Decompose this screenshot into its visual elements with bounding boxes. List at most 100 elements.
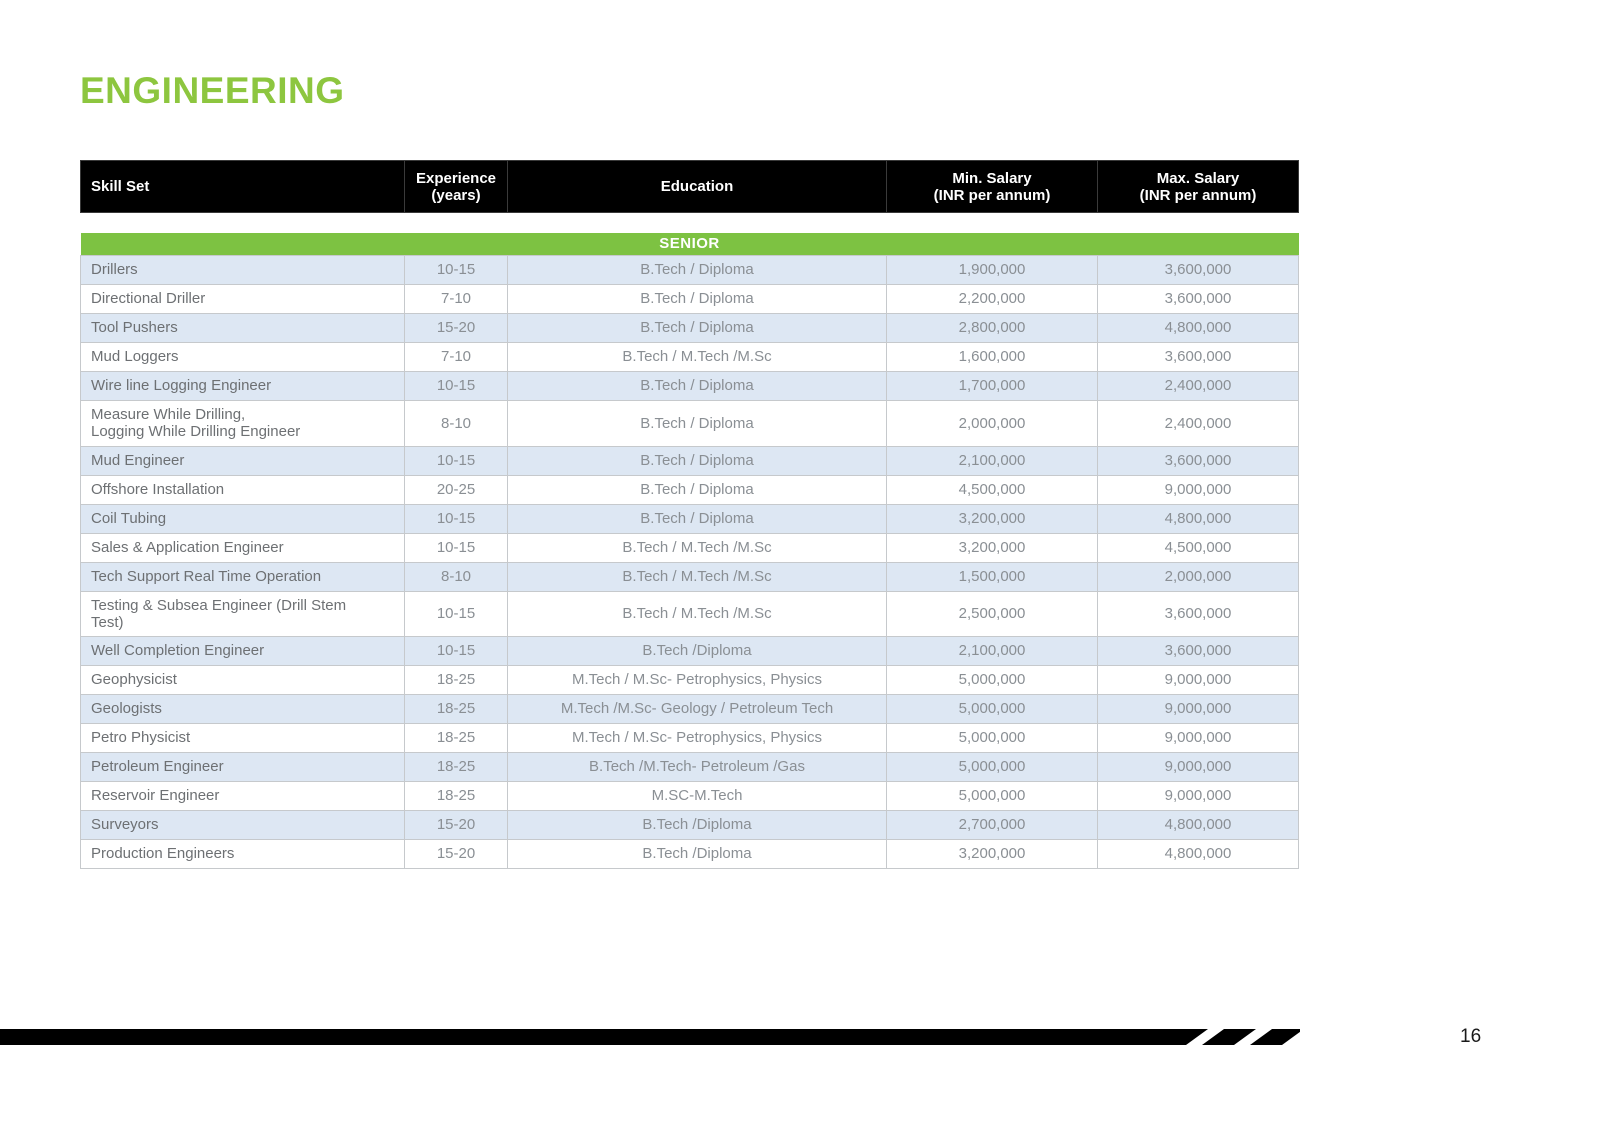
min-salary-cell: 5,000,000 xyxy=(886,665,1098,695)
min-salary-cell: 3,200,000 xyxy=(886,503,1098,534)
experience-cell: 8-10 xyxy=(404,400,508,447)
table-row: Wire line Logging Engineer 10-15 B.Tech / … xyxy=(80,371,1299,401)
min-salary-cell: 5,000,000 xyxy=(886,752,1098,782)
skill-cell: Mud Engineer xyxy=(80,445,405,476)
table-row: Tech Support Real Time Operation 8-10 B.Te… xyxy=(80,561,1299,592)
column-header-min-salary: Min. Salary (INR per annum) xyxy=(886,160,1098,213)
table-row: Geophysicist 18-25 M.Tech / M.Sc- Petrophy… xyxy=(80,665,1299,695)
experience-cell: 10-15 xyxy=(404,532,508,563)
education-cell: B.Tech /M.Tech- Petroleum /Gas xyxy=(507,752,887,782)
table-row: Mud Loggers 7-10 B.Tech / M.Tech /M.Sc 1,60… xyxy=(80,342,1299,372)
min-salary-cell: 2,100,000 xyxy=(886,636,1098,666)
max-salary-cell: 4,800,000 xyxy=(1097,810,1299,840)
min-salary-cell: 2,200,000 xyxy=(886,284,1098,314)
table-row: Petroleum Engineer 18-25 B.Tech /M.Tech- P… xyxy=(80,752,1299,782)
max-salary-cell: 3,600,000 xyxy=(1097,590,1299,637)
education-cell: B.Tech / M.Tech /M.Sc xyxy=(507,342,887,372)
max-salary-cell: 9,000,000 xyxy=(1097,474,1299,505)
education-cell: B.Tech / Diploma xyxy=(507,371,887,401)
skill-cell: Coil Tubing xyxy=(80,503,405,534)
education-cell: M.SC-M.Tech xyxy=(507,781,887,811)
header-gap xyxy=(80,212,1299,233)
max-salary-cell: 4,800,000 xyxy=(1097,313,1299,343)
skill-cell: Measure While Drilling, Logging While Dr… xyxy=(80,400,405,447)
min-salary-cell: 2,700,000 xyxy=(886,810,1098,840)
experience-cell: 10-15 xyxy=(404,255,508,285)
table-row: Testing & Subsea Engineer (Drill Stem Te… xyxy=(80,590,1299,637)
skill-cell: Geologists xyxy=(80,694,405,724)
skill-cell: Reservoir Engineer xyxy=(80,781,405,811)
min-salary-cell: 2,100,000 xyxy=(886,445,1098,476)
max-salary-cell: 4,800,000 xyxy=(1097,503,1299,534)
education-cell: M.Tech /M.Sc- Geology / Petroleum Tech xyxy=(507,694,887,724)
max-salary-cell: 2,400,000 xyxy=(1097,400,1299,447)
max-salary-cell: 2,400,000 xyxy=(1097,371,1299,401)
min-salary-cell: 2,800,000 xyxy=(886,313,1098,343)
table-row: Petro Physicist 18-25 M.Tech / M.Sc- Petro… xyxy=(80,723,1299,753)
table-row: Geologists 18-25 M.Tech /M.Sc- Geology / P… xyxy=(80,694,1299,724)
min-salary-cell: 1,900,000 xyxy=(886,255,1098,285)
min-salary-cell: 5,000,000 xyxy=(886,723,1098,753)
max-salary-cell: 9,000,000 xyxy=(1097,665,1299,695)
education-cell: B.Tech / M.Tech /M.Sc xyxy=(507,561,887,592)
max-salary-cell: 9,000,000 xyxy=(1097,781,1299,811)
min-salary-cell: 3,200,000 xyxy=(886,532,1098,563)
skill-cell: Petroleum Engineer xyxy=(80,752,405,782)
skill-cell: Offshore Installation xyxy=(80,474,405,505)
max-salary-cell: 3,600,000 xyxy=(1097,636,1299,666)
education-cell: B.Tech / M.Tech /M.Sc xyxy=(507,532,887,563)
experience-cell: 15-20 xyxy=(404,839,508,869)
min-salary-cell: 3,200,000 xyxy=(886,839,1098,869)
min-salary-cell: 1,500,000 xyxy=(886,561,1098,592)
table-row: Directional Driller 7-10 B.Tech / Diploma 2… xyxy=(80,284,1299,314)
education-cell: B.Tech /Diploma xyxy=(507,636,887,666)
max-salary-cell: 3,600,000 xyxy=(1097,445,1299,476)
max-salary-cell: 3,600,000 xyxy=(1097,255,1299,285)
experience-cell: 15-20 xyxy=(404,810,508,840)
experience-cell: 18-25 xyxy=(404,665,508,695)
table-row: Well Completion Engineer 10-15 B.Tech /Dip… xyxy=(80,636,1299,666)
column-header-education: Education xyxy=(507,160,887,213)
table-row: Tool Pushers 15-20 B.Tech / Diploma 2,800,0… xyxy=(80,313,1299,343)
skill-cell: Surveyors xyxy=(80,810,405,840)
education-cell: B.Tech / Diploma xyxy=(507,400,887,447)
experience-cell: 18-25 xyxy=(404,752,508,782)
experience-cell: 7-10 xyxy=(404,342,508,372)
skill-cell: Sales & Application Engineer xyxy=(80,532,405,563)
education-cell: M.Tech / M.Sc- Petrophysics, Physics xyxy=(507,665,887,695)
max-salary-cell: 9,000,000 xyxy=(1097,694,1299,724)
section-row-senior: SENIOR xyxy=(80,232,1299,256)
skill-cell: Tool Pushers xyxy=(80,313,405,343)
education-cell: B.Tech /Diploma xyxy=(507,839,887,869)
max-salary-cell: 3,600,000 xyxy=(1097,342,1299,372)
experience-cell: 8-10 xyxy=(404,561,508,592)
skill-cell: Production Engineers xyxy=(80,839,405,869)
skill-cell: Petro Physicist xyxy=(80,723,405,753)
max-salary-cell: 3,600,000 xyxy=(1097,284,1299,314)
max-salary-cell: 4,500,000 xyxy=(1097,532,1299,563)
footer-bar-graphic xyxy=(0,1029,1300,1045)
education-cell: B.Tech /Diploma xyxy=(507,810,887,840)
salary-table: Skill Set Experience (years) Education M… xyxy=(80,160,1299,869)
skill-cell: Tech Support Real Time Operation xyxy=(80,561,405,592)
experience-cell: 18-25 xyxy=(404,781,508,811)
experience-cell: 20-25 xyxy=(404,474,508,505)
table-body: SENIOR Drillers 10-15 B.Tech / Diploma 1,90… xyxy=(80,212,1299,869)
table-row: Production Engineers 15-20 B.Tech /Diploma… xyxy=(80,839,1299,869)
education-cell: B.Tech / Diploma xyxy=(507,313,887,343)
header-row: Skill Set Experience (years) Education M… xyxy=(80,160,1299,213)
table-row: Surveyors 15-20 B.Tech /Diploma 2,700,000 4,… xyxy=(80,810,1299,840)
education-cell: B.Tech / Diploma xyxy=(507,474,887,505)
column-header-experience: Experience (years) xyxy=(404,160,508,213)
skill-cell: Directional Driller xyxy=(80,284,405,314)
min-salary-cell: 1,600,000 xyxy=(886,342,1098,372)
table-row: Sales & Application Engineer 10-15 B.Tech … xyxy=(80,532,1299,563)
min-salary-cell: 5,000,000 xyxy=(886,694,1098,724)
max-salary-cell: 2,000,000 xyxy=(1097,561,1299,592)
min-salary-cell: 2,500,000 xyxy=(886,590,1098,637)
education-cell: B.Tech / Diploma xyxy=(507,255,887,285)
table-row: Drillers 10-15 B.Tech / Diploma 1,900,000 3,… xyxy=(80,255,1299,285)
education-cell: M.Tech / M.Sc- Petrophysics, Physics xyxy=(507,723,887,753)
education-cell: B.Tech / M.Tech /M.Sc xyxy=(507,590,887,637)
